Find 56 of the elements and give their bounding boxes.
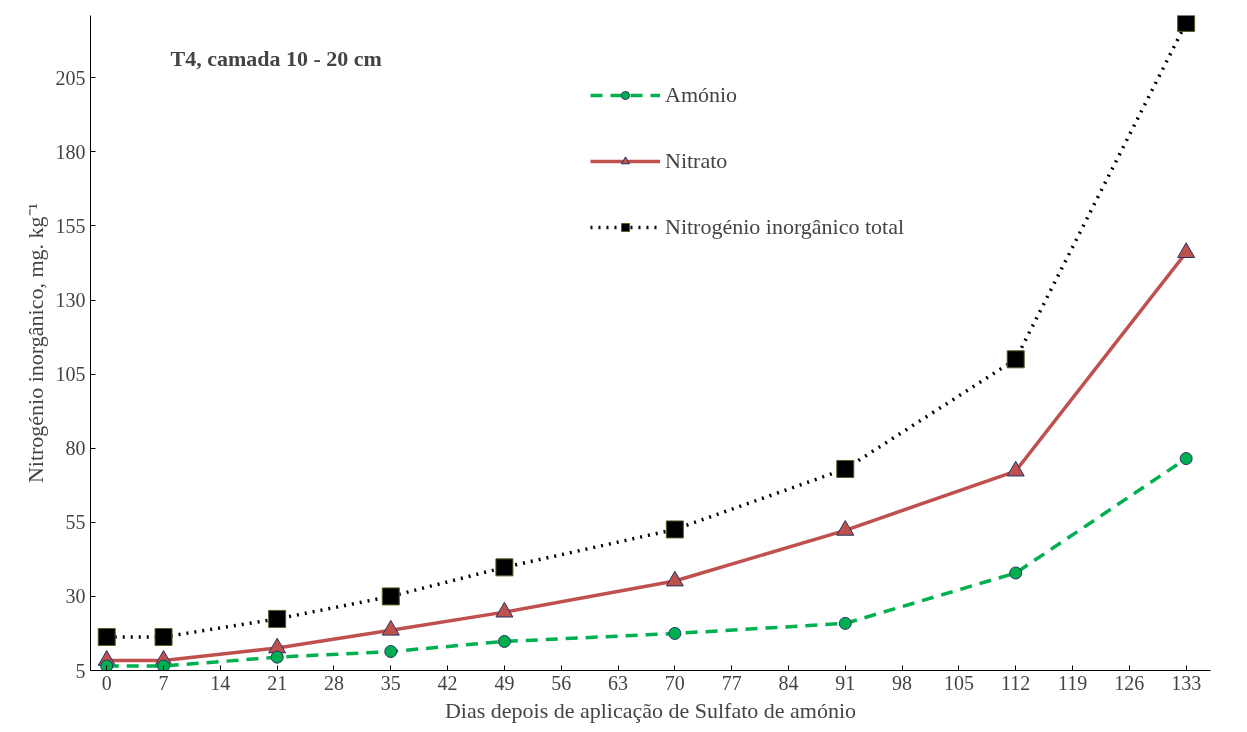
point bbox=[381, 587, 400, 606]
x-tick-label: 98 bbox=[892, 671, 913, 694]
x-tick-label: 0 bbox=[101, 671, 112, 694]
x-tick-label: 49 bbox=[494, 671, 515, 694]
y-tick-label: 205 bbox=[55, 66, 86, 89]
point bbox=[157, 659, 171, 671]
point bbox=[495, 601, 514, 618]
x-tick-label: 7 bbox=[158, 671, 169, 694]
x-tick-label: 105 bbox=[943, 671, 974, 694]
x-tick-label: 91 bbox=[835, 671, 856, 694]
x-tick-label: 70 bbox=[664, 671, 685, 694]
point bbox=[154, 628, 173, 647]
point bbox=[384, 645, 398, 659]
x-axis-title: Dias depois de aplicação de Sulfato de amónio bbox=[444, 697, 857, 723]
legend-label: Amónio bbox=[665, 82, 739, 108]
legend-label: Nitrato bbox=[665, 148, 729, 174]
x-tick-label: 35 bbox=[380, 671, 401, 694]
y-tick-label: 55 bbox=[65, 511, 86, 534]
x-tick-label: 84 bbox=[778, 671, 799, 694]
legend-label: Nitrogénio inorgânico total bbox=[665, 214, 905, 240]
x-tick-label: 42 bbox=[437, 671, 458, 694]
x-tick-label: 112 bbox=[1001, 671, 1031, 694]
y-tick-label: 30 bbox=[65, 585, 86, 608]
point bbox=[97, 628, 116, 647]
x-tick-label: 77 bbox=[721, 671, 742, 694]
point bbox=[497, 634, 511, 648]
point bbox=[1009, 566, 1023, 580]
y-tick-label: 130 bbox=[55, 289, 86, 312]
y-tick-label: 80 bbox=[65, 437, 86, 460]
x-tick-label: 133 bbox=[1171, 671, 1202, 694]
point bbox=[1177, 15, 1196, 32]
point bbox=[836, 459, 855, 478]
x-tick-label: 119 bbox=[1057, 671, 1088, 694]
point bbox=[1179, 452, 1193, 466]
point bbox=[836, 520, 855, 536]
x-tick-label: 28 bbox=[323, 671, 344, 694]
point bbox=[668, 626, 682, 640]
point bbox=[268, 609, 287, 628]
point bbox=[838, 616, 852, 630]
point bbox=[270, 650, 284, 664]
x-tick-label: 63 bbox=[608, 671, 629, 694]
point bbox=[665, 520, 684, 539]
x-tick-label: 14 bbox=[210, 671, 231, 694]
y-tick-label: 155 bbox=[55, 214, 86, 237]
point bbox=[381, 619, 400, 636]
y-tick-label: 180 bbox=[55, 140, 86, 163]
y-tick-label: 105 bbox=[55, 363, 86, 386]
text: T4, camada 10 - 20 cm bbox=[170, 45, 382, 71]
y-tick-label: 5 bbox=[75, 659, 86, 682]
x-tick-label: 126 bbox=[1114, 671, 1145, 694]
point bbox=[495, 558, 514, 577]
y-axis-title: Nitrogénio inorgânico, mg. kg⁻¹ bbox=[22, 202, 48, 484]
point bbox=[665, 570, 684, 587]
point bbox=[1006, 350, 1025, 369]
x-tick-label: 56 bbox=[551, 671, 572, 694]
x-tick-label: 21 bbox=[267, 671, 288, 694]
